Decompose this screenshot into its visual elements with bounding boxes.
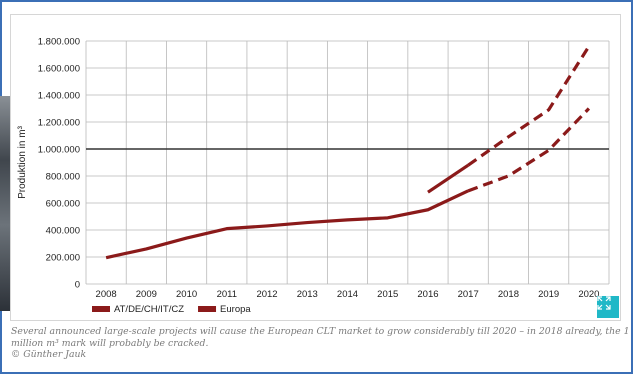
x-tick-label: 2012 xyxy=(256,289,277,300)
series-line-1-dashed xyxy=(467,107,591,193)
x-tick-label: 2014 xyxy=(337,289,358,300)
expand-icon xyxy=(597,296,611,310)
x-tick-label: 2015 xyxy=(377,289,398,300)
series-line-1-solid xyxy=(105,189,469,260)
y-tick-label: 800.000 xyxy=(46,172,80,183)
background-photo-strip xyxy=(0,96,10,311)
x-tick-label: 2020 xyxy=(578,289,599,300)
y-axis-label: Produktion in m³ xyxy=(17,125,28,198)
expand-button[interactable] xyxy=(597,296,619,318)
chart-panel: 0 200.000 400.000 600.000 800.000 1.000.000 1.… xyxy=(10,14,621,321)
caption-line-2: million m³ mark will probably be cracked… xyxy=(11,337,209,349)
x-tick-label: 2017 xyxy=(458,289,479,300)
series-line-2-solid xyxy=(427,163,470,194)
line-chart: 0 200.000 400.000 600.000 800.000 1.000.000 1.… xyxy=(17,37,610,315)
legend-label-1: AT/DE/CH/IT/CZ xyxy=(114,304,184,315)
y-tick-label: 1.800.000 xyxy=(38,37,80,48)
x-tick-label: 2016 xyxy=(417,289,438,300)
legend-swatch-2 xyxy=(198,306,217,312)
caption-credit: © Günther Jauk xyxy=(11,349,87,360)
y-tick-label: 1.200.000 xyxy=(38,118,80,129)
x-tick-label: 2019 xyxy=(538,289,559,300)
x-tick-label: 2018 xyxy=(498,289,519,300)
x-tick-label: 2011 xyxy=(217,289,237,300)
x-tick-label: 2013 xyxy=(297,289,318,300)
x-tick-label: 2009 xyxy=(136,289,157,300)
y-tick-label: 1.600.000 xyxy=(38,64,80,75)
legend-swatch-1 xyxy=(92,306,110,312)
caption-line-1: Several announced large-scale projects w… xyxy=(11,326,630,337)
y-tick-label: 200.000 xyxy=(46,253,80,264)
y-tick-label: 400.000 xyxy=(46,226,80,237)
y-tick-label: 1.000.000 xyxy=(38,145,80,156)
y-tick-label: 1.400.000 xyxy=(38,91,80,102)
x-tick-label: 2008 xyxy=(96,289,117,300)
image-caption: Several announced large-scale projects w… xyxy=(11,326,630,361)
legend-label-2: Europa xyxy=(220,304,251,315)
y-tick-label: 0 xyxy=(75,280,80,291)
y-tick-label: 600.000 xyxy=(46,199,80,210)
series-line-2-dashed xyxy=(467,45,591,167)
x-tick-label: 2010 xyxy=(176,289,197,300)
